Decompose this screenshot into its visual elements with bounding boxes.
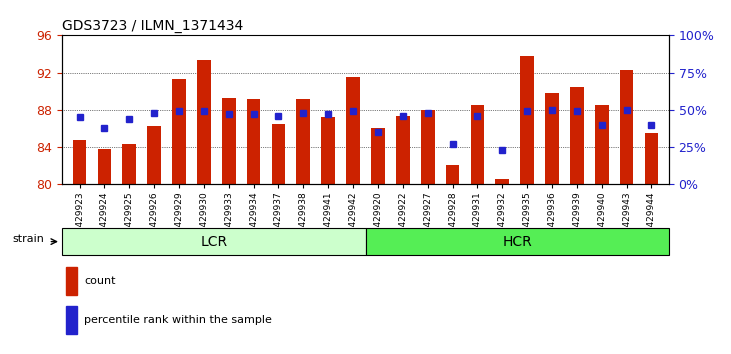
Bar <box>471 105 484 184</box>
Bar <box>97 149 111 184</box>
FancyBboxPatch shape <box>366 228 669 255</box>
Bar <box>371 129 385 184</box>
Bar <box>222 98 235 184</box>
Bar <box>173 79 186 184</box>
Bar <box>496 179 509 184</box>
Text: percentile rank within the sample: percentile rank within the sample <box>84 315 272 325</box>
Bar <box>297 98 310 184</box>
Text: LCR: LCR <box>200 235 227 249</box>
Bar <box>148 126 161 184</box>
Bar <box>595 105 609 184</box>
Bar <box>72 141 86 184</box>
Bar <box>545 93 558 184</box>
Bar <box>570 86 583 184</box>
Bar <box>446 166 459 184</box>
FancyBboxPatch shape <box>62 228 366 255</box>
Bar <box>645 133 659 184</box>
Bar <box>396 116 409 184</box>
Bar <box>520 56 534 184</box>
Text: strain: strain <box>12 234 44 244</box>
Bar <box>421 110 434 184</box>
Text: count: count <box>84 276 115 286</box>
Text: GDS3723 / ILMN_1371434: GDS3723 / ILMN_1371434 <box>62 19 243 33</box>
Bar <box>122 144 136 184</box>
Bar <box>346 77 360 184</box>
Bar <box>620 70 634 184</box>
Bar <box>247 98 260 184</box>
Bar <box>197 61 211 184</box>
Bar <box>322 117 335 184</box>
Text: HCR: HCR <box>502 235 532 249</box>
Bar <box>66 306 77 333</box>
Bar <box>66 267 77 295</box>
Bar <box>272 124 285 184</box>
